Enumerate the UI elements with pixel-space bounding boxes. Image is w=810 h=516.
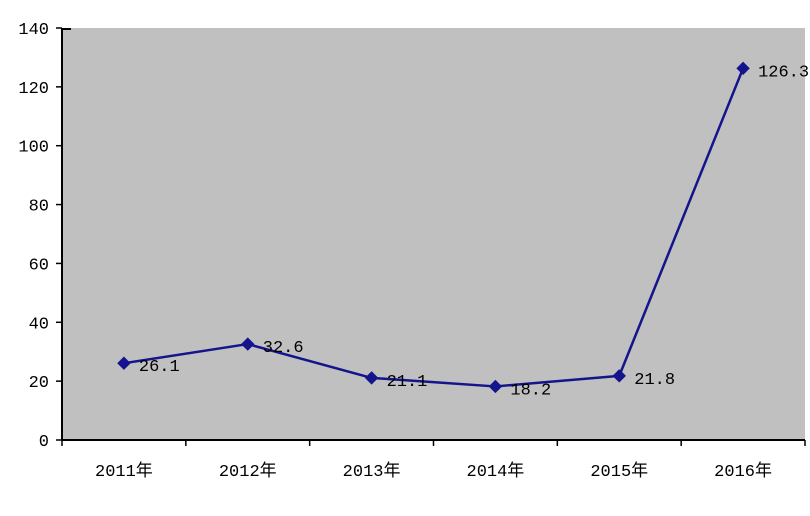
x-category-label: 2013年 xyxy=(343,461,401,482)
data-label: 18.2 xyxy=(510,381,551,400)
data-label: 21.1 xyxy=(387,373,428,392)
y-tick-label: 60 xyxy=(29,256,49,275)
x-category-label: 2011年 xyxy=(95,461,153,482)
data-label: 32.6 xyxy=(263,339,304,358)
plot-area xyxy=(62,28,805,440)
data-label: 26.1 xyxy=(139,358,180,377)
data-point-marker xyxy=(241,337,255,351)
x-category-label: 2014年 xyxy=(467,461,525,482)
data-point-marker xyxy=(364,371,379,385)
series-line xyxy=(122,67,745,388)
y-tick-label: 40 xyxy=(29,315,49,334)
data-point-marker xyxy=(736,61,750,76)
x-category-label: 2015年 xyxy=(590,461,648,482)
y-tick-label: 140 xyxy=(18,21,49,40)
data-point-marker xyxy=(117,356,131,370)
data-label: 126.3 xyxy=(758,63,809,82)
y-tick-label: 120 xyxy=(18,80,49,99)
y-tick-label: 100 xyxy=(18,139,49,158)
x-category-label: 2016年 xyxy=(714,461,772,482)
data-point-marker xyxy=(488,379,503,394)
y-tick-label: 20 xyxy=(29,374,49,393)
y-tick-label: 80 xyxy=(29,198,49,217)
x-category-label: 2012年 xyxy=(219,461,277,482)
data-label: 21.8 xyxy=(634,371,675,390)
data-point-marker xyxy=(612,369,626,383)
y-tick-label: 0 xyxy=(39,433,49,452)
